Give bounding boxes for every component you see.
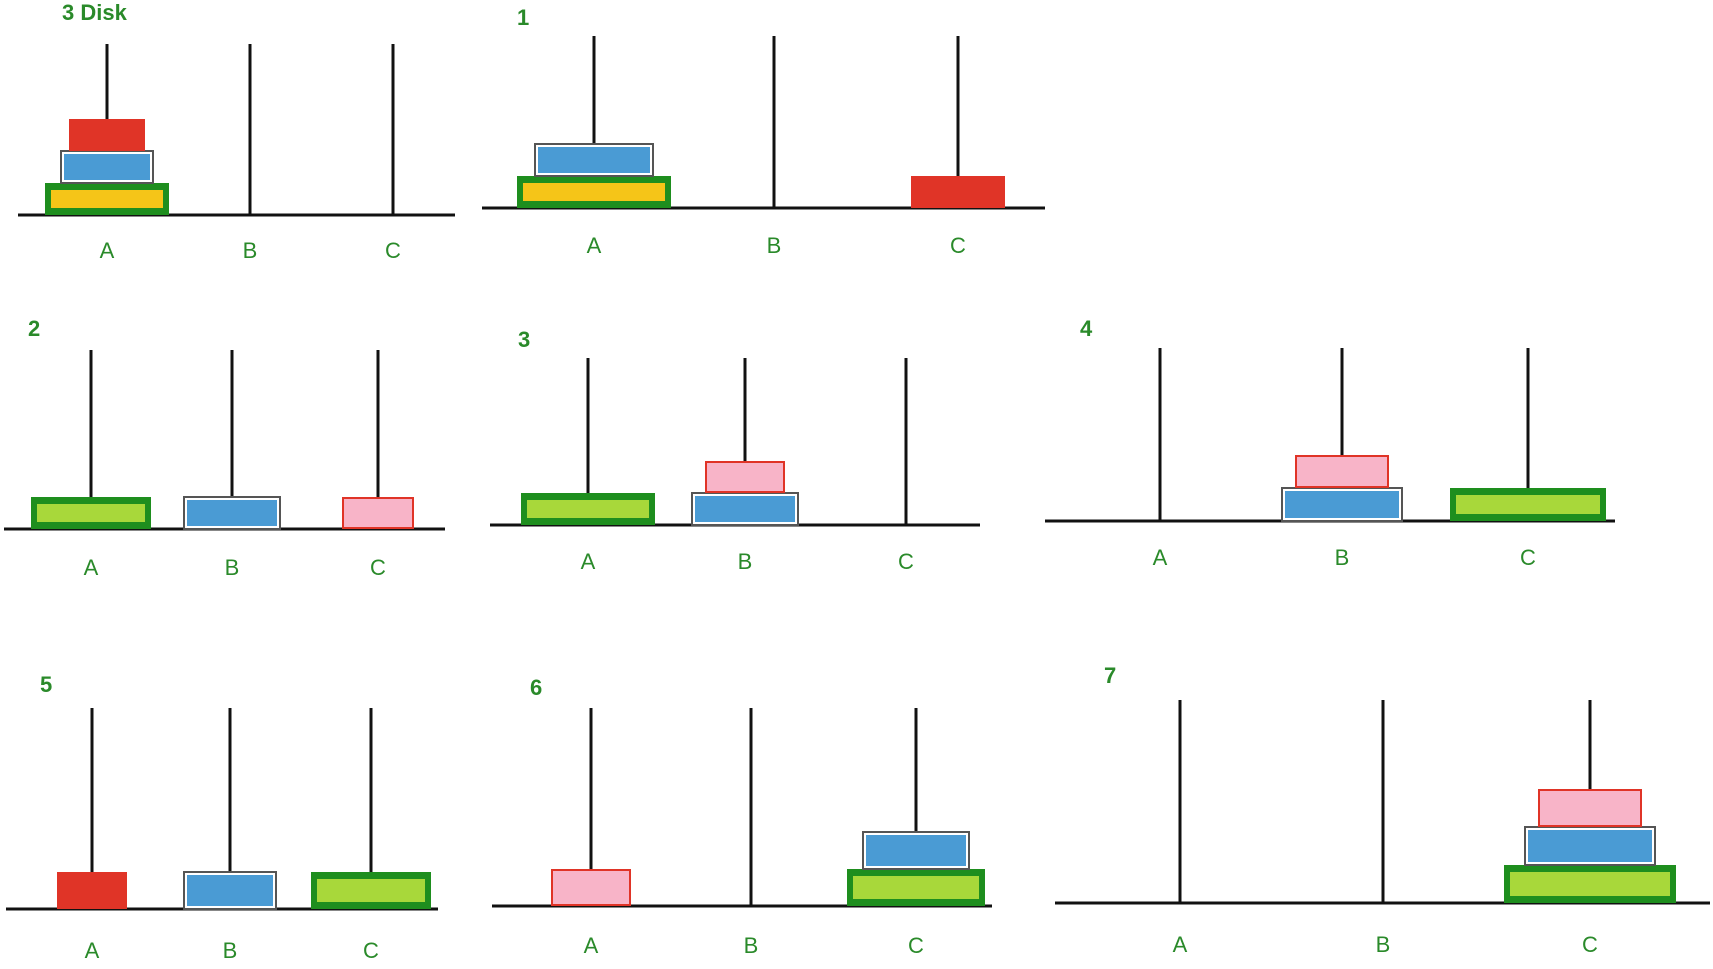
step-title: 6	[530, 675, 542, 700]
disk-size-2	[60, 150, 154, 184]
peg-label-a: A	[581, 549, 596, 574]
panel-step-initial: 3 Disk A B C	[18, 0, 455, 263]
panel-step-2: 2 A B C	[4, 316, 445, 580]
peg-label-c: C	[370, 555, 386, 580]
disk-size-1	[911, 176, 1005, 208]
peg-label-b: B	[243, 238, 258, 263]
disk-size-2	[183, 496, 281, 530]
peg-label-c: C	[363, 938, 379, 963]
disk-size-1	[69, 119, 145, 151]
peg-label-b: B	[1335, 545, 1350, 570]
peg-label-a: A	[1173, 932, 1188, 957]
panel-step-4: 4 A B C	[1045, 316, 1615, 570]
disk-size-2	[862, 831, 970, 870]
panel-step-3: 3 A B C	[490, 327, 980, 574]
peg-label-b: B	[225, 555, 240, 580]
disk-size-3	[1504, 865, 1676, 903]
peg-label-b: B	[223, 938, 238, 963]
peg-label-c: C	[385, 238, 401, 263]
peg-label-c: C	[950, 233, 966, 258]
peg-label-c: C	[898, 549, 914, 574]
peg-label-c: C	[908, 933, 924, 958]
disk-size-2	[691, 492, 799, 526]
disk-size-2	[1524, 826, 1656, 866]
disk-size-3	[1450, 488, 1606, 521]
step-title: 7	[1104, 663, 1116, 688]
peg-label-a: A	[587, 233, 602, 258]
peg-label-a: A	[84, 555, 99, 580]
disk-size-1	[705, 461, 785, 493]
disk-size-2	[534, 143, 654, 177]
peg-label-a: A	[100, 238, 115, 263]
disk-size-3	[31, 497, 151, 529]
disk-size-1	[1538, 789, 1642, 827]
step-title: 1	[517, 5, 529, 30]
disk-size-1	[342, 497, 414, 529]
panel-step-6: 6 A B C	[492, 675, 992, 958]
disk-size-2	[1281, 487, 1403, 522]
disk-size-1	[551, 869, 631, 906]
peg-label-c: C	[1520, 545, 1536, 570]
panel-step-7: 7 A B C	[1055, 663, 1710, 957]
disk-size-3	[45, 183, 169, 215]
disk-size-3	[311, 872, 431, 909]
step-title: 3	[518, 327, 530, 352]
step-title: 3 Disk	[62, 0, 128, 25]
peg-label-b: B	[744, 933, 759, 958]
disk-size-1	[57, 872, 127, 909]
peg-label-b: B	[738, 549, 753, 574]
peg-label-a: A	[1153, 545, 1168, 570]
step-title: 5	[40, 672, 52, 697]
peg-label-a: A	[584, 933, 599, 958]
peg-label-b: B	[767, 233, 782, 258]
step-title: 4	[1080, 316, 1093, 341]
peg-label-b: B	[1376, 932, 1391, 957]
peg-label-a: A	[85, 938, 100, 963]
panel-step-5: 5 A B C	[6, 672, 438, 963]
peg-label-c: C	[1582, 932, 1598, 957]
disk-size-3	[847, 869, 985, 906]
step-title: 2	[28, 316, 40, 341]
disk-size-3	[521, 493, 655, 525]
disk-size-3	[517, 176, 671, 208]
disk-size-1	[1295, 455, 1389, 488]
panel-step-1: 1 A B C	[482, 5, 1045, 258]
disk-size-2	[183, 871, 277, 910]
